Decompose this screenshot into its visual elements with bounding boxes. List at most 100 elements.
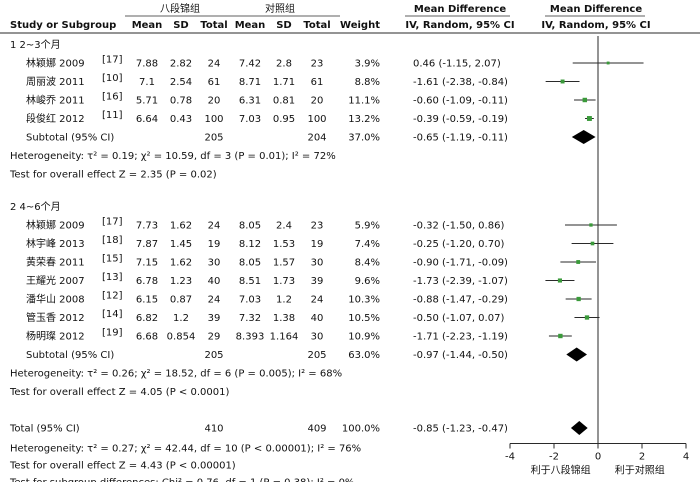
study-name: 段俊红 2012 <box>26 112 85 125</box>
study-square <box>576 296 581 302</box>
sd-1: 0.78 <box>170 96 192 107</box>
subgroup-title: 2 4~6个月 <box>10 201 61 213</box>
ci-header-left: IV, Random, 95% CI <box>405 20 514 31</box>
sd-1: 1.23 <box>170 276 192 287</box>
col-total-1: Total <box>200 20 227 31</box>
subtotal-weight: 37.0% <box>348 133 380 144</box>
total-n2: 409 <box>307 424 326 435</box>
sd-2: 1.53 <box>273 239 295 250</box>
group2-header: 对照组 <box>265 2 295 15</box>
col-study: Study or Subgroup <box>10 20 116 31</box>
total-label: Total (95% CI) <box>9 424 80 435</box>
heterogeneity-text: Heterogeneity: τ² = 0.19; χ² = 10.59, df… <box>10 151 336 162</box>
sd-1: 1.62 <box>170 258 192 269</box>
subtotal-ci: -0.97 (-1.44, -0.50) <box>413 350 508 361</box>
subtotal-ci: -0.65 (-1.19, -0.11) <box>413 133 508 144</box>
sd-1: 0.43 <box>170 114 192 125</box>
weight: 10.3% <box>348 295 380 306</box>
md-header-right: Mean Difference <box>550 4 642 15</box>
study-square <box>560 79 565 84</box>
total-1: 24 <box>208 295 221 306</box>
study-name: 王耀光 2007 <box>26 274 85 287</box>
footer-line: Heterogeneity: τ² = 0.27; χ² = 42.44, df… <box>10 444 361 455</box>
study-ref: [13] <box>102 272 123 283</box>
md-ci: -1.71 (-2.23, -1.19) <box>413 332 508 343</box>
col-sd-1: SD <box>173 20 189 31</box>
mean-1: 6.78 <box>136 276 158 287</box>
sd-2: 1.2 <box>276 295 292 306</box>
study-name: 林颖娜 2009 <box>26 219 85 232</box>
total-weight: 100.0% <box>342 424 380 435</box>
md-ci: -0.50 (-1.07, 0.07) <box>413 313 504 324</box>
md-header-left: Mean Difference <box>414 4 506 15</box>
col-sd-2: SD <box>276 20 292 31</box>
md-ci: -0.90 (-1.71, -0.09) <box>413 258 508 269</box>
weight: 3.9% <box>355 59 380 70</box>
total-1: 100 <box>204 114 223 125</box>
total-2: 19 <box>311 239 324 250</box>
study-square <box>582 97 588 103</box>
weight: 8.8% <box>355 77 380 88</box>
weight: 11.1% <box>348 96 380 107</box>
study-ref: [17] <box>102 55 123 66</box>
total-2: 40 <box>311 313 324 324</box>
total-1: 24 <box>208 59 221 70</box>
total-1: 29 <box>208 332 221 343</box>
total-2: 61 <box>311 77 324 88</box>
x-tick-label: 4 <box>683 452 689 463</box>
col-total-2: Total <box>303 20 330 31</box>
weight: 13.2% <box>348 114 380 125</box>
subtotal-diamond <box>566 347 587 362</box>
mean-1: 6.68 <box>136 332 158 343</box>
subgroup-title: 1 2~3个月 <box>10 39 61 51</box>
subtotal-total-2: 205 <box>307 350 326 361</box>
study-ref: [10] <box>102 73 123 84</box>
group1-header: 八段锦组 <box>160 2 200 15</box>
study-square <box>558 333 563 339</box>
total-2: 20 <box>311 96 324 107</box>
study-square <box>557 278 562 283</box>
total-2: 23 <box>311 221 324 232</box>
mean-2: 8.05 <box>239 258 261 269</box>
total-2: 24 <box>311 295 324 306</box>
study-name: 林峻乔 2011 <box>26 94 85 107</box>
total-2: 100 <box>307 114 326 125</box>
md-ci: -1.61 (-2.38, -0.84) <box>413 77 508 88</box>
x-tick-label: -4 <box>505 452 515 463</box>
study-square <box>606 61 610 65</box>
sd-1: 2.54 <box>170 77 192 88</box>
mean-1: 7.88 <box>136 59 158 70</box>
total-2: 30 <box>311 258 324 269</box>
total-n1: 410 <box>204 424 223 435</box>
ci-header-right: IV, Random, 95% CI <box>541 20 650 31</box>
mean-2: 7.03 <box>239 114 261 125</box>
mean-2: 7.32 <box>239 313 261 324</box>
study-name: 潘华山 2008 <box>26 293 85 306</box>
study-ref: [19] <box>102 328 123 339</box>
mean-1: 7.1 <box>139 77 155 88</box>
weight: 5.9% <box>355 221 380 232</box>
total-1: 30 <box>208 258 221 269</box>
total-2: 23 <box>311 59 324 70</box>
sd-2: 1.164 <box>270 332 299 343</box>
study-name: 林宇峰 2013 <box>26 237 85 250</box>
study-square <box>589 223 593 227</box>
subtotal-total-1: 205 <box>204 350 223 361</box>
study-square <box>586 116 592 121</box>
md-ci: -0.39 (-0.59, -0.19) <box>413 114 508 125</box>
study-square <box>576 260 581 264</box>
x-label-left: 利于八段锦组 <box>531 464 591 477</box>
subtotal-label: Subtotal (95% CI) <box>26 133 114 144</box>
md-ci: -1.73 (-2.39, -1.07) <box>413 276 508 287</box>
md-ci: 0.46 (-1.15, 2.07) <box>413 59 501 70</box>
study-name: 管玉香 2012 <box>26 311 85 324</box>
study-name: 黄荣春 2011 <box>26 256 85 269</box>
mean-1: 7.15 <box>136 258 158 269</box>
sd-2: 0.81 <box>273 96 295 107</box>
mean-2: 8.71 <box>239 77 261 88</box>
mean-1: 7.73 <box>136 221 158 232</box>
overall-effect-text: Test for overall effect Z = 4.05 (P < 0.… <box>9 387 229 398</box>
x-tick-label: -2 <box>549 452 559 463</box>
sd-2: 1.73 <box>273 276 295 287</box>
